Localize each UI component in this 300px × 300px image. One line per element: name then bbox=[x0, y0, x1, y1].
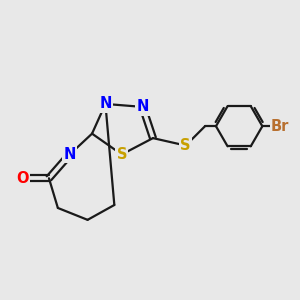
Text: N: N bbox=[136, 99, 149, 114]
Text: S: S bbox=[180, 138, 191, 153]
Text: N: N bbox=[64, 147, 76, 162]
Text: Br: Br bbox=[271, 119, 290, 134]
Text: N: N bbox=[99, 96, 112, 111]
Text: S: S bbox=[116, 147, 127, 162]
Text: O: O bbox=[16, 171, 28, 186]
